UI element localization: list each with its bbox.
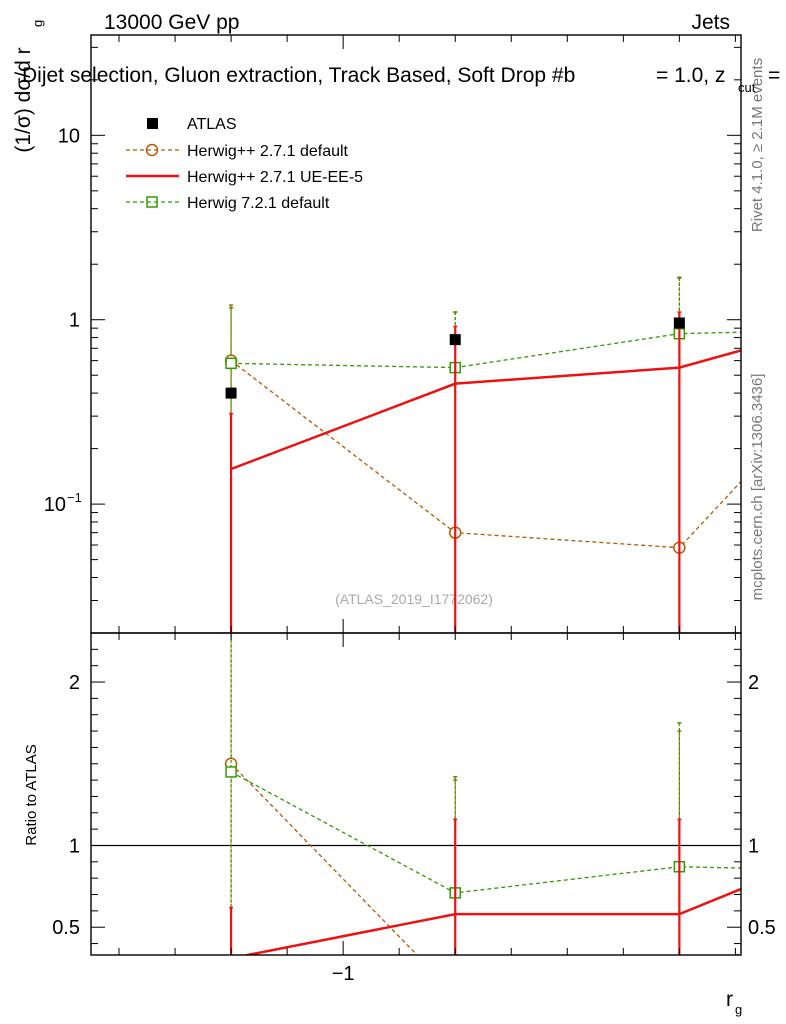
title-part1: Dijet selection, Gluon extraction, Track… xyxy=(22,64,575,87)
ratio-line-herwig-2-7-1-default xyxy=(230,763,741,955)
x-label-sub: g xyxy=(735,1002,742,1017)
ratio-frame xyxy=(90,632,742,956)
xtick-label: −1 xyxy=(332,963,355,985)
rivet-label: Rivet 4.1.0, ≥ 2.1M events xyxy=(749,58,766,232)
ratio-marker-square xyxy=(225,766,237,778)
ratio-line-herwig-2-7-1-ue-ee-5 xyxy=(241,887,741,955)
legend: ATLAS Herwig++ 2.7.1 default Herwig++ 2.… xyxy=(126,116,363,212)
main-plot-data xyxy=(224,276,741,633)
ratio-ytick-label: 0.5 xyxy=(52,917,80,939)
main-series-herwig-2-7-1-ue-ee-5 xyxy=(229,311,741,633)
ratio-ytick-label-right: 1 xyxy=(748,835,759,857)
main-series-herwig-7-2-1-default xyxy=(225,277,741,633)
title-part2: = 1.0, z xyxy=(656,64,725,87)
ratio-marker-circle xyxy=(450,989,461,1000)
main-series-herwig-2-7-1-default xyxy=(224,276,741,633)
ratio-marker-circle xyxy=(674,994,685,1005)
ratio-ytick-label-right: 2 xyxy=(748,672,759,694)
mcplots-label: mcplots.cern.ch [arXiv:1306.3436] xyxy=(749,374,766,601)
plot-title: Dijet selection, Gluon extraction, Track… xyxy=(22,64,780,95)
main-marker-square xyxy=(225,357,237,370)
main-point-atlas xyxy=(673,317,685,329)
y-label-main-sub: g xyxy=(30,20,45,27)
ratio-line-herwig-7-2-1-default xyxy=(230,771,741,894)
legend-label-herwig7-default: Herwig 7.2.1 default xyxy=(187,195,330,212)
category-label: Jets xyxy=(691,11,730,34)
main-line-herwig-7-2-1-default xyxy=(231,331,741,369)
legend-entry-atlas: ATLAS xyxy=(147,116,237,133)
ratio-ytick-label: 2 xyxy=(69,672,80,694)
main-ytick-label: 1 xyxy=(69,310,80,332)
y-label-main: (1/σ) dσ/d r g xyxy=(12,20,45,153)
legend-entry-herwigpp-ueee5: Herwig++ 2.7.1 UE-EE-5 xyxy=(126,169,363,186)
main-line-herwig-2-7-1-default xyxy=(230,360,741,549)
main-point-atlas xyxy=(449,334,461,346)
legend-label-herwigpp-default: Herwig++ 2.7.1 default xyxy=(187,143,349,160)
legend-marker-herwigpp-default xyxy=(145,143,159,157)
title-part3: = xyxy=(768,64,780,87)
energy-label: 13000 GeV pp xyxy=(104,11,239,34)
main-ytick-label: 10 xyxy=(44,494,66,516)
x-label-text: r xyxy=(726,988,733,1011)
ratio-plot-data xyxy=(91,633,741,1005)
legend-marker-atlas xyxy=(147,118,158,129)
ratio-ytick-label-right: 0.5 xyxy=(748,917,776,939)
ratio-series-herwig-7-2-1-default xyxy=(225,633,741,955)
y-label-ratio: Ratio to ATLAS xyxy=(23,744,40,845)
ratio-ytick-label: 1 xyxy=(69,835,80,857)
title-sub: cut xyxy=(738,80,756,95)
legend-label-herwigpp-ueee5: Herwig++ 2.7.1 UE-EE-5 xyxy=(187,169,363,186)
legend-label-atlas: ATLAS xyxy=(187,116,237,133)
main-ytick-label: 10 xyxy=(58,125,80,147)
y-label-main-text: (1/σ) dσ/d r xyxy=(12,47,35,152)
legend-entry-herwigpp-default: Herwig++ 2.7.1 default xyxy=(126,143,349,160)
watermark: (ATLAS_2019_I1772062) xyxy=(335,591,493,607)
main-line-herwig-2-7-1-ue-ee-5 xyxy=(230,349,741,471)
legend-entry-herwig7-default: Herwig 7.2.1 default xyxy=(126,195,330,212)
main-point-atlas xyxy=(225,387,237,399)
legend-marker-herwig7-default xyxy=(146,196,158,208)
main-series-atlas xyxy=(225,317,685,399)
ratio-series-herwig-2-7-1-ue-ee-5 xyxy=(229,818,741,955)
main-ytick-exponent: −1 xyxy=(67,490,82,505)
